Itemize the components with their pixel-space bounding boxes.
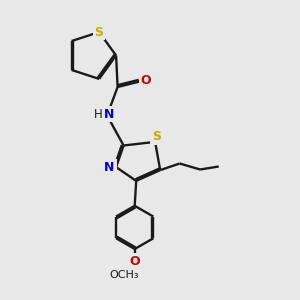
Text: S: S bbox=[94, 26, 103, 39]
Text: N: N bbox=[103, 107, 114, 121]
Text: S: S bbox=[152, 130, 161, 143]
Text: O: O bbox=[129, 255, 140, 268]
Text: O: O bbox=[140, 74, 151, 88]
Text: H: H bbox=[94, 107, 103, 121]
Text: N: N bbox=[104, 160, 115, 174]
Text: OCH₃: OCH₃ bbox=[110, 270, 139, 280]
